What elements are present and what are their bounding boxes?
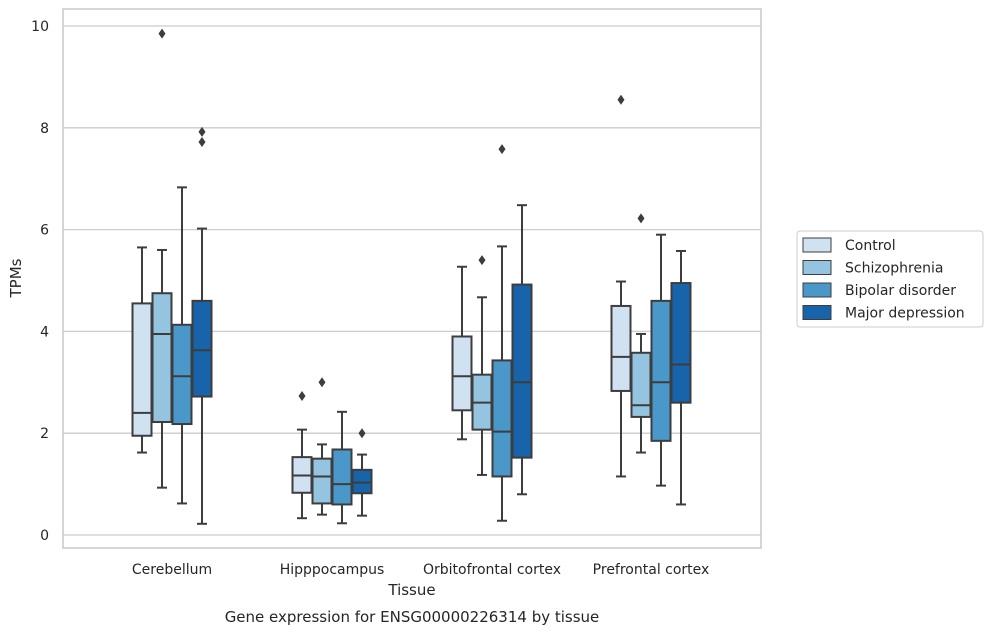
y-tick-label: 10 <box>31 19 49 35</box>
grid-lines <box>63 25 761 536</box>
x-tick-label: Cerebellum <box>132 562 212 578</box>
boxes <box>131 28 692 525</box>
outlier-point <box>637 213 645 224</box>
box-iqr <box>311 457 333 505</box>
box <box>171 186 193 505</box>
x-tick-label: Hipppocampus <box>280 562 385 578</box>
legend: Control Schizophrenia Bipolar disorder Majo… <box>796 230 984 328</box>
outlier-point <box>498 144 506 155</box>
box <box>451 265 473 441</box>
outlier-point <box>158 28 166 39</box>
box <box>131 246 153 454</box>
x-axis-label: Tissue <box>387 581 435 599</box>
box-iqr <box>511 283 533 459</box>
box-iqr <box>351 468 373 495</box>
x-tick-label: Orbitofrontal cortex <box>423 562 561 578</box>
outlier-point <box>298 391 306 402</box>
box-iqr <box>650 299 672 442</box>
x-axis: Cerebellum Hipppocampus Orbitofrontal cort… <box>132 562 709 578</box>
legend-swatch <box>802 305 832 320</box>
y-tick-label: 0 <box>40 528 49 544</box>
legend-label: Control <box>845 238 896 254</box>
box <box>331 410 353 525</box>
outlier-point <box>318 377 326 388</box>
box <box>291 391 313 520</box>
box-iqr <box>491 359 513 478</box>
outlier-point <box>358 428 366 439</box>
y-axis-label: TPMs <box>7 258 25 298</box>
legend-label: Major depression <box>845 306 965 322</box>
box <box>471 255 493 476</box>
chart-caption: Gene expression for ENSG00000226314 by t… <box>225 608 600 626</box>
outlier-point <box>478 255 486 266</box>
box <box>311 377 333 516</box>
x-tick-label: Prefrontal cortex <box>593 562 710 578</box>
box <box>191 126 213 525</box>
box <box>491 144 513 522</box>
legend-label: Schizophrenia <box>845 261 943 277</box>
box-iqr <box>151 292 173 424</box>
plot-area-frame <box>62 8 762 549</box>
box <box>351 428 373 517</box>
box <box>670 249 692 506</box>
y-axis: 0 2 4 6 8 10 <box>31 19 49 544</box>
outlier-point <box>617 94 625 105</box>
y-tick-label: 4 <box>40 324 49 340</box>
box-iqr <box>331 448 353 506</box>
legend-frame <box>796 230 984 328</box>
box-iqr <box>191 299 213 398</box>
legend-swatch <box>802 237 832 253</box>
outlier-point <box>198 126 206 137</box>
box-iqr <box>670 282 692 404</box>
legend-swatch <box>802 282 832 298</box>
box <box>151 28 173 489</box>
y-tick-label: 8 <box>40 121 49 137</box>
box-iqr <box>451 335 473 412</box>
y-tick-label: 6 <box>40 223 49 239</box>
box <box>511 204 533 496</box>
box-iqr <box>171 323 193 426</box>
box-iqr <box>610 304 632 392</box>
box-iqr <box>131 302 153 437</box>
box-iqr <box>630 351 652 418</box>
box <box>630 213 652 454</box>
box <box>650 233 672 487</box>
box <box>610 94 632 478</box>
legend-label: Bipolar disorder <box>845 283 956 299</box>
legend-swatch <box>802 260 832 275</box>
y-tick-label: 2 <box>40 426 49 442</box>
outlier-point <box>198 137 206 148</box>
